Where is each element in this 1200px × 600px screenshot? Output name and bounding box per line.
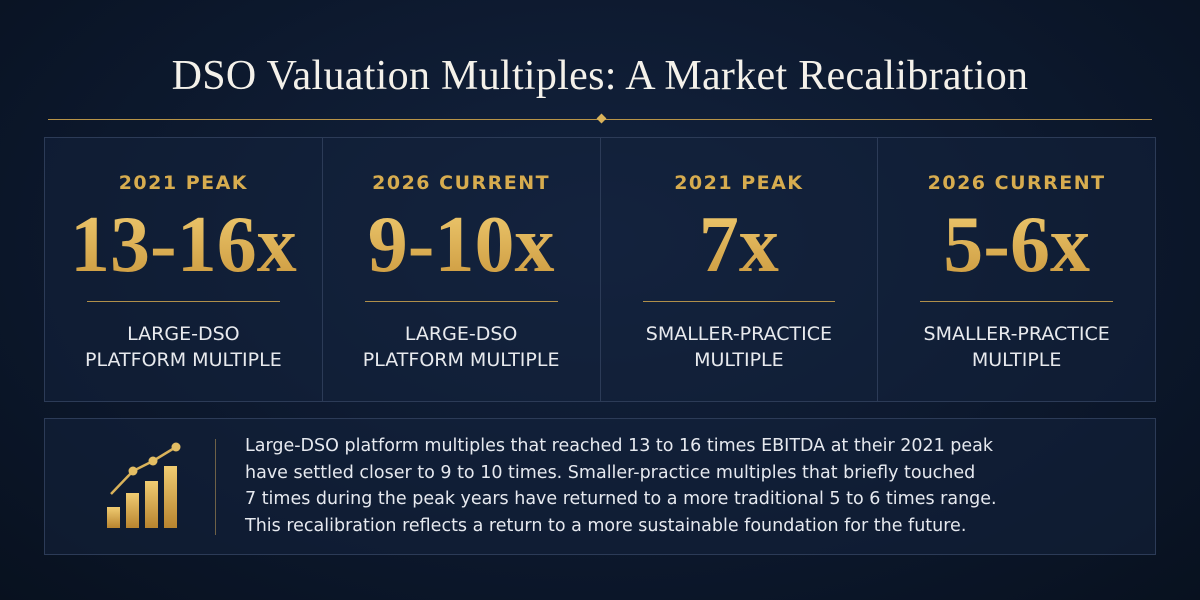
card-separator [920, 301, 1113, 302]
card-label-line: SMALLER-PRACTICE [923, 323, 1110, 345]
summary-line: This recalibration reflects a return to … [245, 516, 967, 537]
card-period: 2021 PEAK [118, 172, 249, 194]
summary-line: 7 times during the peak years have retur… [245, 489, 997, 510]
card-label: SMALLER-PRACTICE MULTIPLE [878, 321, 1155, 373]
card-multiple: 9-10x [323, 200, 600, 290]
card-label: LARGE-DSO PLATFORM MULTIPLE [45, 321, 322, 373]
card-period: 2026 CURRENT [372, 172, 551, 194]
summary-line: Large-DSO platform multiples that reache… [245, 436, 994, 456]
card: 2026 CURRENT 9-10x LARGE-DSO PLATFORM MULTI… [322, 138, 601, 401]
card-multiple: 13-16x [45, 200, 322, 290]
card-label-line: MULTIPLE [971, 349, 1062, 371]
title: DSO Valuation Multiples: A Market Recali… [171, 53, 1029, 99]
card-multiple: 7x [601, 200, 878, 290]
card-label-line: LARGE-DSO [404, 323, 518, 345]
card-label-line: PLATFORM MULTIPLE [362, 349, 560, 371]
card: 2026 CURRENT 5-6x SMALLER-PRACTICE MULTIPLE [878, 138, 1155, 401]
card-label: SMALLER-PRACTICE MULTIPLE [601, 321, 878, 373]
summary-text: Large-DSO platform multiples that reache… [245, 433, 997, 540]
card-label-line: MULTIPLE [694, 349, 784, 371]
summary-divider [215, 439, 216, 535]
card-period: 2021 PEAK [674, 172, 804, 194]
card-separator [364, 301, 558, 302]
card: 2021 PEAK 13-16x LARGE-DSO PLATFORM MULTIPL… [45, 138, 323, 401]
card-separator [87, 301, 280, 302]
rule-ornament [596, 113, 607, 124]
card-period: 2026 CURRENT [927, 172, 1106, 194]
card-multiple: 5-6x [878, 200, 1155, 290]
card-separator [642, 301, 836, 302]
card-label-line: PLATFORM MULTIPLE [85, 349, 282, 371]
card-label-line: LARGE-DSO [127, 323, 240, 345]
card-label-line: SMALLER-PRACTICE [645, 323, 832, 345]
cards: 2021 PEAK 13-16x LARGE-DSO PLATFORM MULTIPL… [44, 137, 1156, 402]
card-label: LARGE-DSO PLATFORM MULTIPLE [323, 321, 600, 373]
summary-line: have settled closer to 9 to 10 times. Sm… [245, 462, 976, 483]
growth-icon [107, 442, 181, 528]
card: 2021 PEAK 7x SMALLER-PRACTICE MULTIPLE [600, 138, 879, 401]
summary-panel: Large-DSO platform multiples that reache… [44, 418, 1156, 555]
